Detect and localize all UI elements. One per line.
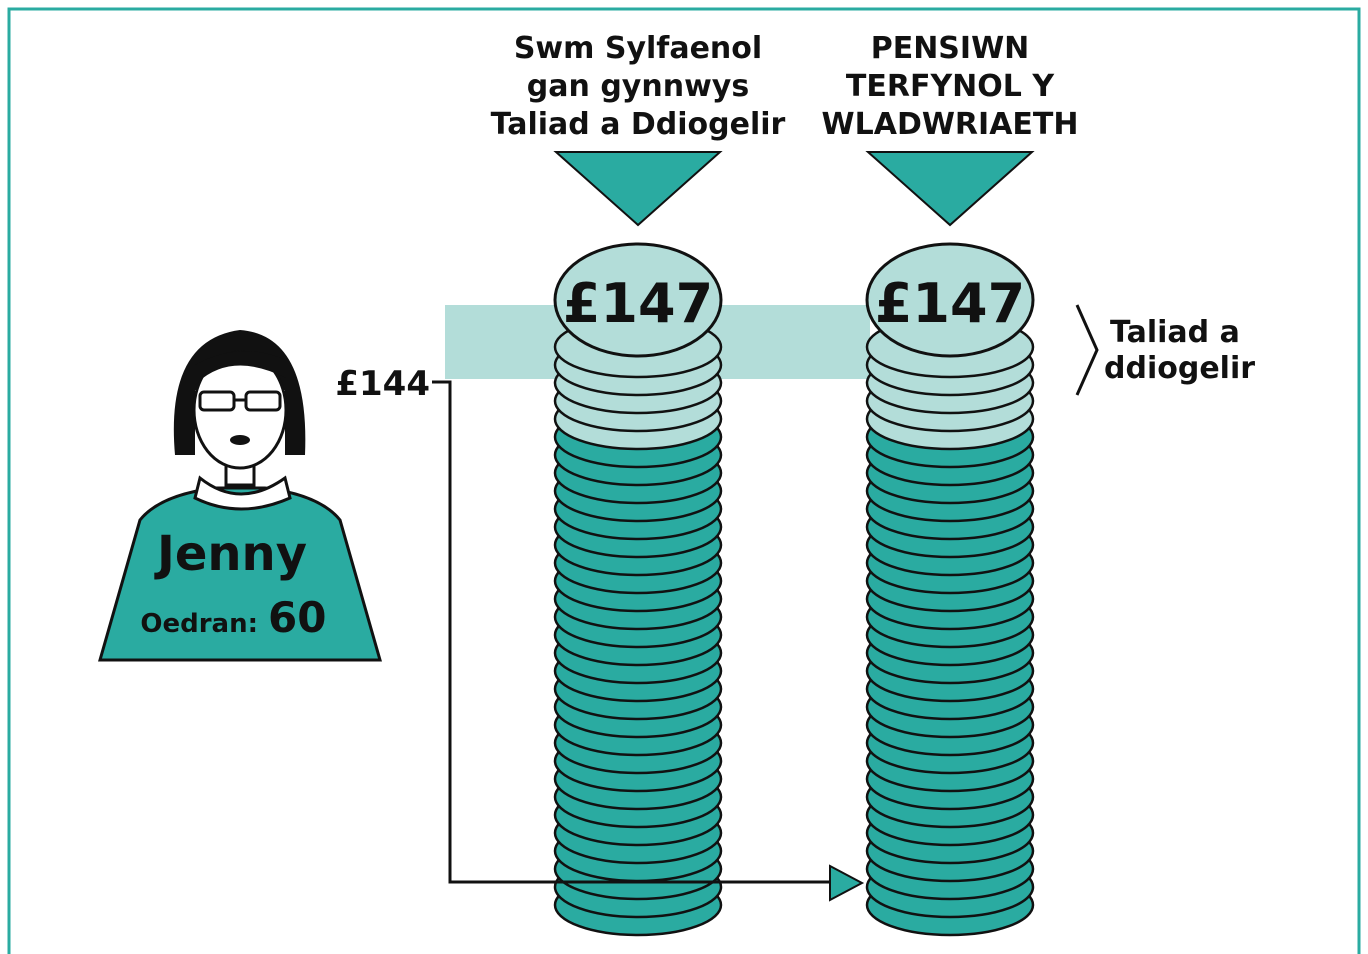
column-title: TERFYNOL Y [846,69,1055,104]
marker-line [432,380,830,884]
age-label: Oedran: [140,609,258,639]
bracket-label: ddiogelir [1104,351,1255,386]
column-title: PENSIWN [871,31,1030,66]
person-illustration [98,330,382,662]
column-title: Swm Sylfaenol [514,31,762,66]
column-title: gan gynnwys [527,69,749,104]
coin-amount: £147 [875,272,1025,335]
column-title: Taliad a Ddiogelir [491,107,786,142]
person-name: Jenny [154,526,307,582]
marker-label: £144 [335,364,430,404]
coin-amount: £147 [563,272,713,335]
column-title: WLADWRIAETH [822,107,1079,142]
bracket [1075,304,1099,396]
pointer-triangle [865,151,1035,227]
pointer-triangle [553,151,723,227]
arrow-head [829,864,865,902]
coin-stacks [553,242,1035,937]
coin-top [865,242,1035,358]
age-value: 60 [268,593,326,642]
frame [7,7,1361,954]
coin-top [553,242,723,358]
bracket-label: Taliad a [1110,315,1240,350]
